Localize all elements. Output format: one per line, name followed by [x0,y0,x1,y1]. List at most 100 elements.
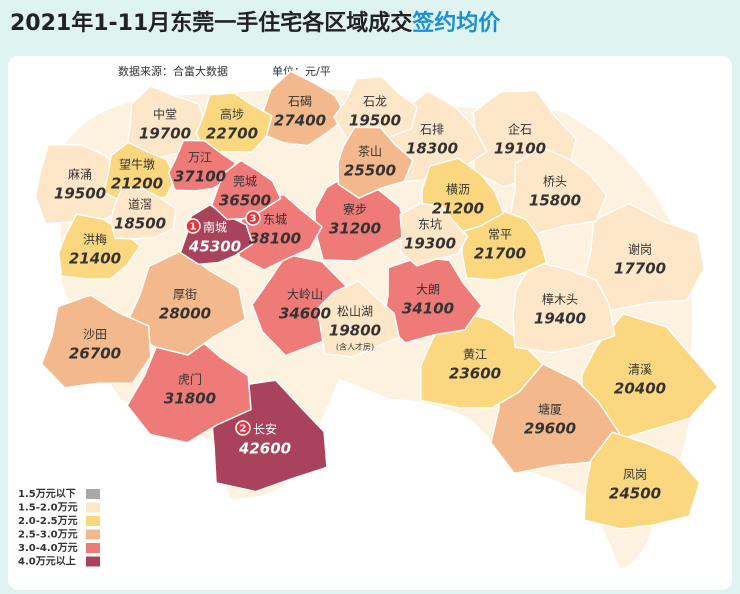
region-price: 31200 [329,220,381,238]
region-price: 21400 [69,250,121,268]
region-price: 31800 [164,390,216,408]
region-price: 37100 [174,168,226,186]
region-name: 凤岗 [623,468,647,482]
region-shape [109,186,177,240]
region-price: 45300 [188,238,241,256]
region-name: 清溪 [628,363,652,377]
region-price: 20400 [614,380,666,398]
region-name: 虎门 [178,372,202,387]
region-shape [210,159,282,221]
region-name: 高埗 [220,107,244,122]
region-shape [580,202,705,312]
region-price: 26700 [69,345,121,363]
legend-label: 3.0-4.0万元 [18,542,78,554]
region-name: 石排 [420,123,444,137]
region-price: 38100 [249,230,301,248]
legend-swatch [86,529,100,540]
regions [34,70,719,530]
region-name: 松山湖 [337,304,373,319]
region-name: 厚街 [173,288,197,302]
region-price: 27400 [274,112,326,130]
legend-label: 1.5-2.0万元 [18,502,78,514]
title: 2021年1-11月东莞一手住宅各区域成交签约均价 [10,10,501,36]
legend-label: 2.5-3.0万元 [18,529,78,541]
region-price: 19500 [349,112,401,130]
region-price: 18500 [114,215,166,233]
labels: 中堂 19700 高埗 22700 石碣 27400 石龙 19500 石排 18300 企石 191… [54,95,666,503]
region-name: 沙田 [83,328,107,342]
legend-label: 1.5万元以下 [18,488,76,500]
legend-label: 4.0万元以上 [18,555,76,568]
region-price: 21700 [474,245,526,263]
region-name: 石碣 [288,95,312,109]
region-name: 石龙 [363,95,387,109]
region-price: 29600 [524,420,576,438]
legend-swatch [86,543,100,553]
region-price: 18300 [406,140,458,158]
rank-number: 1 [190,222,197,233]
rank-badge [235,420,251,436]
region-price: 19700 [139,125,191,143]
rank-badge [245,210,261,226]
region-note: (含人才房) [336,342,374,352]
title-main: 2021年1-11月东莞一手住宅各区域成交 [10,10,412,36]
region-name: 樟木头 [542,292,578,307]
region-name: 横沥 [446,183,470,197]
region-price: 34600 [279,305,331,323]
legend-swatch [86,502,100,513]
region-price: 19100 [494,140,546,158]
region-shape [512,260,616,354]
region-shape [316,280,400,358]
region-name: 大朗 [416,283,440,297]
rank-number: 3 [250,214,257,225]
region-name: 万江 [188,151,212,165]
region-name: 东坑 [418,217,442,232]
region-price: 17700 [614,260,666,278]
region-shape [337,126,414,199]
legend-swatch [86,489,100,499]
region-price: 25500 [344,162,396,180]
title-highlight: 签约均价 [411,10,501,36]
region-name: 大岭山 [287,288,323,302]
region-name: 麻涌 [68,167,92,182]
region-shape [125,249,247,356]
region-shape [126,332,252,444]
region-price: 23600 [449,365,501,383]
region-price: 19500 [54,185,106,203]
region-shape [583,431,701,530]
region-price: 19800 [329,322,381,340]
legend-swatch [86,516,100,526]
region-price: 42600 [238,440,291,458]
region-name: 道滘 [128,198,152,212]
source: 数据来源：合富大数据 [118,64,228,78]
region-name: 企石 [508,122,532,137]
region-price: 21200 [111,175,163,193]
region-price: 36500 [219,192,271,210]
region-name: 塘厦 [538,402,562,417]
rank-number: 2 [240,424,247,435]
region-price: 19400 [534,310,586,328]
region-price: 34100 [402,300,454,318]
region-shape [40,294,152,389]
region-name: 长安 [253,422,277,437]
region-shape [383,256,483,344]
region-price: 15800 [529,192,581,210]
region-name: 东城 [263,213,287,227]
region-name: 谢岗 [628,242,652,257]
region-price: 21200 [432,200,484,218]
legend-label: 2.0-2.5万元 [18,515,78,527]
region-price: 19300 [404,235,456,253]
region-name: 南城 [203,220,227,235]
region-price: 28000 [159,305,211,323]
region-name: 洪梅 [83,232,107,247]
region-name: 望牛墩 [119,157,155,172]
region-shape [399,202,469,267]
region-name: 莞城 [233,175,257,189]
region-price: 22700 [206,125,258,143]
legend-swatch [86,556,100,567]
region-price: 24500 [609,485,661,503]
rank-badge [185,218,201,234]
